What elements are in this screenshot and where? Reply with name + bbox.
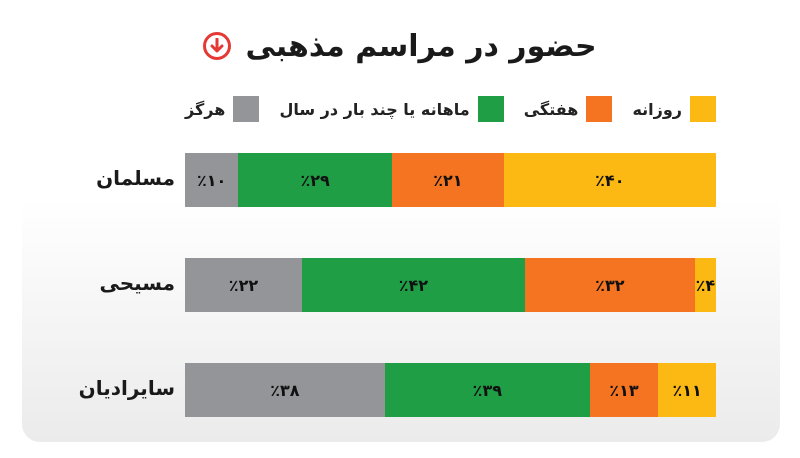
legend-item: ماهانه یا چند بار در سال <box>279 96 504 122</box>
row-label: مسلمان <box>96 166 175 190</box>
legend-label: ماهانه یا چند بار در سال <box>279 99 470 119</box>
bar-segment: ٪۲۹ <box>238 153 393 207</box>
stacked-bar: ٪۴۰ ٪۲۱ ٪۲۹ ٪۱۰ <box>185 153 716 207</box>
bar-segment: ٪۱۳ <box>589 363 659 417</box>
legend-swatch <box>690 96 716 122</box>
legend-item: هفتگی <box>524 96 613 122</box>
title-area: حضور در مراسم مذهبی <box>0 22 800 70</box>
stacked-bar: ٪۴ ٪۳۲ ٪۴۲ ٪۲۲ <box>185 258 716 312</box>
legend-item: هرگز <box>185 96 260 122</box>
legend-item: روزانه <box>632 96 716 122</box>
bar-segment: ٪۳۹ <box>384 363 590 417</box>
legend-swatch <box>233 96 260 122</box>
bar-segment: ٪۳۲ <box>524 258 695 312</box>
legend: روزانه هفتگی ماهانه یا چند بار در سال هرگز <box>185 94 716 124</box>
row-label: مسیحی <box>99 271 175 295</box>
legend-swatch <box>586 96 613 122</box>
bar-segment: ٪۴ <box>694 258 716 312</box>
chart-title: حضور در مراسم مذهبی <box>245 28 597 64</box>
bar-segment: ٪۴۰ <box>503 153 716 207</box>
arrow-down-circle-icon <box>203 32 232 60</box>
bar-segment: ٪۱۱ <box>658 363 716 417</box>
bar-segment: ٪۴۲ <box>301 258 525 312</box>
bar-segment: ٪۳۸ <box>185 363 385 417</box>
bar-segment: ٪۱۰ <box>185 153 239 207</box>
legend-label: هرگز <box>185 99 226 119</box>
legend-label: روزانه <box>632 99 682 119</box>
stacked-bar: ٪۱۱ ٪۱۳ ٪۳۹ ٪۳۸ <box>185 363 716 417</box>
row-label: سایرادیان <box>78 376 175 400</box>
legend-swatch <box>477 96 504 122</box>
legend-label: هفتگی <box>523 99 579 119</box>
bar-segment: ٪۲۲ <box>185 258 302 312</box>
bar-segment: ٪۲۱ <box>392 153 504 207</box>
